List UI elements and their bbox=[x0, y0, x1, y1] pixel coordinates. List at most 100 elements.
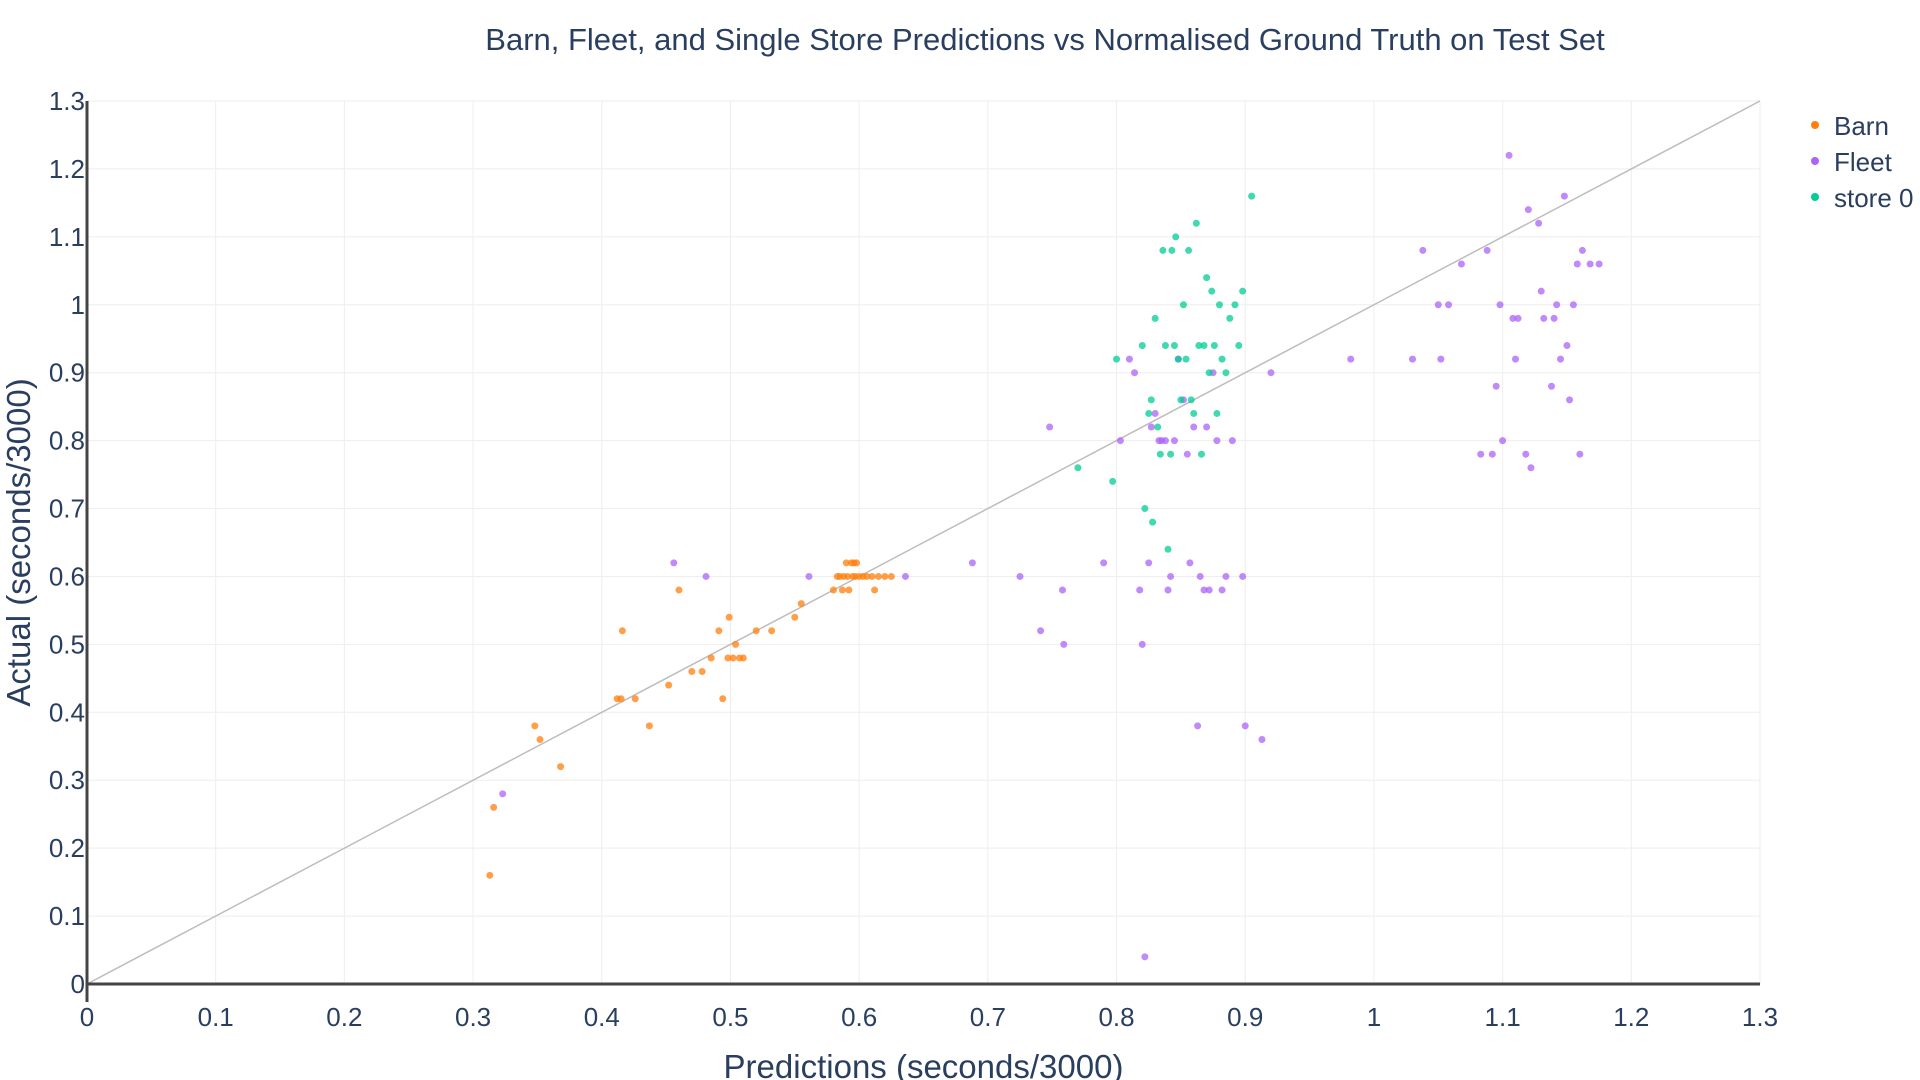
point-fleet bbox=[1116, 437, 1124, 445]
point-barn bbox=[868, 572, 876, 580]
point-barn bbox=[752, 627, 760, 635]
point-store-0 bbox=[1141, 505, 1149, 513]
point-fleet bbox=[1566, 396, 1574, 404]
point-fleet bbox=[1200, 586, 1208, 594]
point-barn bbox=[881, 572, 889, 580]
y-tick-label: 0.6 bbox=[49, 561, 85, 591]
point-fleet bbox=[1595, 260, 1603, 268]
x-tick-label: 0.2 bbox=[326, 1002, 362, 1032]
point-store-0 bbox=[1138, 342, 1146, 350]
legend: Barn Fleet store 0 bbox=[1811, 111, 1914, 213]
point-fleet bbox=[1151, 409, 1159, 417]
point-barn bbox=[645, 722, 653, 730]
point-fleet bbox=[968, 559, 976, 567]
point-fleet bbox=[1218, 586, 1226, 594]
point-fleet bbox=[1037, 627, 1045, 635]
y-tick-labels: 0 0.1 0.2 0.3 0.4 0.5 0.6 0.7 0.8 0.9 1 1.1 1.2 1.3 bbox=[49, 86, 85, 999]
point-fleet bbox=[1213, 437, 1221, 445]
x-tick-label: 0.7 bbox=[970, 1002, 1006, 1032]
point-fleet bbox=[1483, 246, 1491, 254]
point-fleet bbox=[1125, 355, 1133, 363]
point-barn bbox=[698, 668, 706, 676]
point-fleet bbox=[1560, 192, 1568, 200]
point-store-0 bbox=[1170, 342, 1178, 350]
point-barn bbox=[719, 695, 727, 703]
point-store-0 bbox=[1154, 423, 1162, 431]
point-barn bbox=[631, 695, 639, 703]
y-tick-label: 1.3 bbox=[49, 86, 85, 116]
x-tick-label: 0.6 bbox=[841, 1002, 877, 1032]
legend-label-fleet: Fleet bbox=[1834, 147, 1893, 177]
point-fleet bbox=[1183, 450, 1191, 458]
point-fleet bbox=[1477, 450, 1485, 458]
point-barn bbox=[838, 586, 846, 594]
point-barn bbox=[536, 735, 544, 743]
point-store-0 bbox=[1161, 342, 1169, 350]
point-store-0 bbox=[1239, 287, 1247, 295]
y-tick-label: 0.2 bbox=[49, 833, 85, 863]
point-fleet bbox=[1550, 314, 1558, 322]
point-store-0 bbox=[1174, 355, 1182, 363]
x-axis-title: Predictions (seconds/3000) bbox=[724, 1048, 1124, 1080]
point-fleet bbox=[1409, 355, 1417, 363]
point-store-0 bbox=[1147, 396, 1155, 404]
point-barn bbox=[739, 654, 747, 662]
point-fleet bbox=[1578, 246, 1586, 254]
point-store-0 bbox=[1109, 477, 1117, 485]
grid bbox=[87, 100, 1761, 984]
x-tick-label: 1 bbox=[1367, 1002, 1381, 1032]
point-barn bbox=[791, 613, 799, 621]
point-fleet bbox=[1194, 722, 1202, 730]
point-barn bbox=[853, 559, 861, 567]
point-store-0 bbox=[1172, 233, 1180, 241]
y-tick-label: 0 bbox=[71, 969, 85, 999]
y-tick-label: 0.5 bbox=[49, 629, 85, 659]
point-barn bbox=[617, 695, 625, 703]
point-fleet bbox=[1239, 572, 1247, 580]
point-fleet bbox=[1553, 301, 1561, 309]
point-fleet bbox=[1145, 559, 1153, 567]
point-barn bbox=[486, 871, 494, 879]
point-barn bbox=[557, 763, 565, 771]
point-barn bbox=[845, 586, 853, 594]
point-barn bbox=[490, 803, 498, 811]
point-fleet bbox=[1548, 382, 1556, 390]
point-fleet bbox=[1445, 301, 1453, 309]
point-barn bbox=[688, 668, 696, 676]
point-barn bbox=[829, 586, 837, 594]
x-tick-label: 1.2 bbox=[1613, 1002, 1649, 1032]
point-fleet bbox=[1131, 369, 1139, 377]
point-barn bbox=[531, 722, 539, 730]
point-fleet bbox=[1505, 151, 1513, 159]
point-store-0 bbox=[1156, 450, 1164, 458]
legend-marker-store-0 bbox=[1811, 193, 1819, 201]
y-tick-label: 0.3 bbox=[49, 765, 85, 795]
y-tick-label: 0.8 bbox=[49, 426, 85, 456]
point-barn bbox=[887, 572, 895, 580]
point-fleet bbox=[1161, 437, 1169, 445]
x-tick-label: 0.8 bbox=[1098, 1002, 1134, 1032]
point-store-0 bbox=[1177, 396, 1185, 404]
legend-label-barn: Barn bbox=[1834, 111, 1889, 141]
point-store-0 bbox=[1195, 342, 1203, 350]
point-store-0 bbox=[1215, 301, 1223, 309]
point-fleet bbox=[1586, 260, 1594, 268]
point-fleet bbox=[1170, 437, 1178, 445]
point-fleet bbox=[1537, 287, 1545, 295]
point-store-0 bbox=[1210, 342, 1218, 350]
point-fleet bbox=[1434, 301, 1442, 309]
point-fleet bbox=[805, 572, 813, 580]
x-tick-label: 0.5 bbox=[712, 1002, 748, 1032]
point-fleet bbox=[1138, 640, 1146, 648]
point-store-0 bbox=[1222, 369, 1230, 377]
point-barn bbox=[732, 640, 740, 648]
point-barn bbox=[707, 654, 715, 662]
point-fleet bbox=[1419, 246, 1427, 254]
point-fleet bbox=[1499, 437, 1507, 445]
point-fleet bbox=[1190, 423, 1198, 431]
y-tick-label: 0.7 bbox=[49, 494, 85, 524]
point-fleet bbox=[1527, 464, 1535, 472]
point-barn bbox=[871, 586, 879, 594]
point-barn bbox=[665, 681, 673, 689]
point-store-0 bbox=[1185, 246, 1193, 254]
